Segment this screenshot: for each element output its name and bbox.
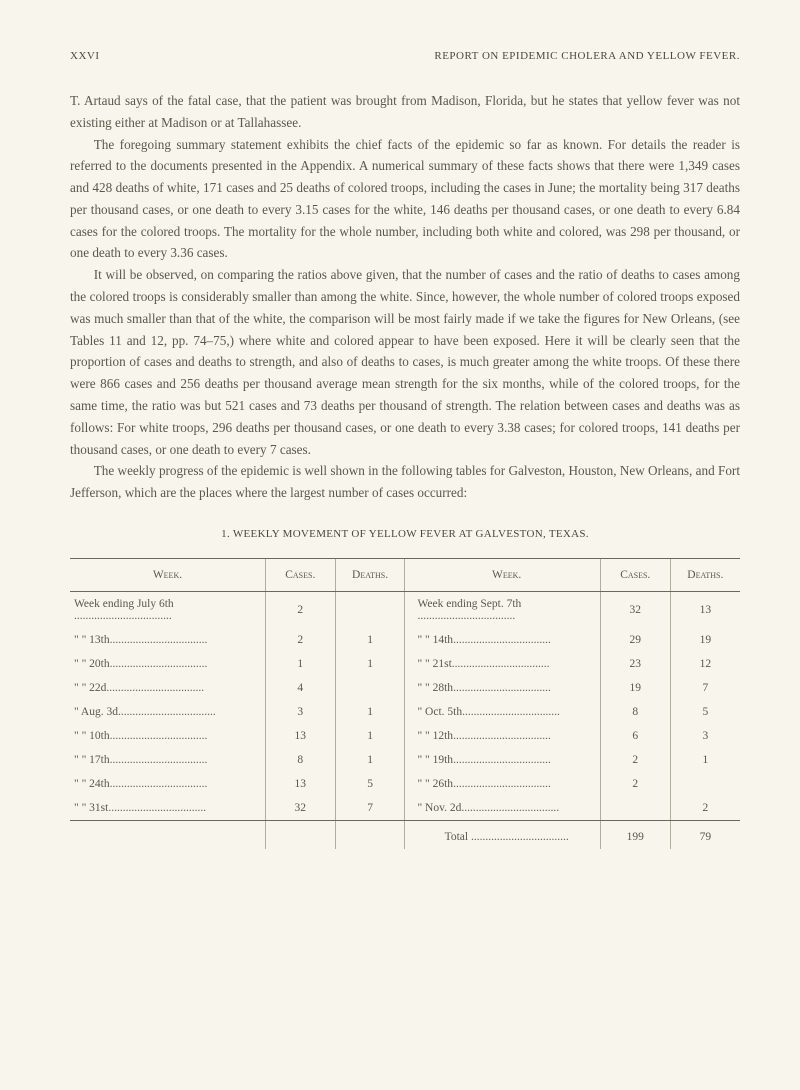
cell-week: " " 31st................................… xyxy=(70,796,265,821)
table-row: " " 13th................................… xyxy=(70,628,740,652)
cell-cases: 32 xyxy=(265,796,335,821)
col-header-cases-left: Cases. xyxy=(265,558,335,591)
cell-cases: 4 xyxy=(265,676,335,700)
cell-week: " " 24th................................… xyxy=(70,772,265,796)
cell-week: " " 13th................................… xyxy=(70,628,265,652)
cell-deaths: 12 xyxy=(670,652,740,676)
weekly-movement-table: Week. Cases. Deaths. Week. Cases. Deaths… xyxy=(70,558,740,849)
paragraph-2: The foregoing summary statement exhibits… xyxy=(70,134,740,265)
cell-deaths: 7 xyxy=(335,796,405,821)
cell-cases: 3 xyxy=(265,700,335,724)
cell-week: " Nov. 2d...............................… xyxy=(405,796,600,821)
cell-total-cases: 199 xyxy=(600,820,670,849)
cell-deaths xyxy=(670,772,740,796)
cell-week: Week ending Sept. 7th...................… xyxy=(405,591,600,628)
cell-deaths xyxy=(335,591,405,628)
header-title: REPORT ON EPIDEMIC CHOLERA AND YELLOW FE… xyxy=(434,50,740,62)
page-header: XXVI REPORT ON EPIDEMIC CHOLERA AND YELL… xyxy=(70,50,740,62)
cell-deaths: 1 xyxy=(335,652,405,676)
cell-cases: 2 xyxy=(265,591,335,628)
cell-week: " " 28th................................… xyxy=(405,676,600,700)
cell-week: " Aug. 3d...............................… xyxy=(70,700,265,724)
paragraph-4: The weekly progress of the epidemic is w… xyxy=(70,460,740,504)
cell-deaths: 2 xyxy=(670,796,740,821)
col-header-deaths-right: Deaths. xyxy=(670,558,740,591)
table-row: " " 24th................................… xyxy=(70,772,740,796)
cell-deaths xyxy=(335,676,405,700)
cell-week: " " 20th................................… xyxy=(70,652,265,676)
table-row: " " 17th................................… xyxy=(70,748,740,772)
cell-week: " Oct. 5th..............................… xyxy=(405,700,600,724)
cell-cases: 13 xyxy=(265,772,335,796)
cell-deaths: 1 xyxy=(335,724,405,748)
table-row: " " 20th................................… xyxy=(70,652,740,676)
table-total-row: Total ..................................… xyxy=(70,820,740,849)
cell-cases: 2 xyxy=(600,748,670,772)
cell-cases: 2 xyxy=(600,772,670,796)
col-header-week-left: Week. xyxy=(70,558,265,591)
page-number: XXVI xyxy=(70,50,100,62)
cell-total-label: Total .................................. xyxy=(405,820,600,849)
cell-cases xyxy=(600,796,670,821)
cell-cases: 8 xyxy=(265,748,335,772)
cell-cases: 1 xyxy=(265,652,335,676)
cell-deaths: 1 xyxy=(335,748,405,772)
table-row: " " 22d.................................… xyxy=(70,676,740,700)
cell-deaths: 5 xyxy=(335,772,405,796)
cell-cases: 8 xyxy=(600,700,670,724)
cell-deaths: 1 xyxy=(335,628,405,652)
cell-cases: 29 xyxy=(600,628,670,652)
cell-total-deaths: 79 xyxy=(670,820,740,849)
cell-deaths: 13 xyxy=(670,591,740,628)
cell-week: " " 19th................................… xyxy=(405,748,600,772)
col-header-deaths-left: Deaths. xyxy=(335,558,405,591)
cell-week: " " 12th................................… xyxy=(405,724,600,748)
cell-week: " " 10th................................… xyxy=(70,724,265,748)
cell-week: " " 14th................................… xyxy=(405,628,600,652)
col-header-cases-right: Cases. xyxy=(600,558,670,591)
cell-cases: 32 xyxy=(600,591,670,628)
cell-deaths: 19 xyxy=(670,628,740,652)
cell-week: " " 21st................................… xyxy=(405,652,600,676)
table-title: 1. WEEKLY MOVEMENT OF YELLOW FEVER AT GA… xyxy=(70,528,740,540)
cell-deaths: 5 xyxy=(670,700,740,724)
cell-cases: 6 xyxy=(600,724,670,748)
cell-cases: 19 xyxy=(600,676,670,700)
table-row: " Aug. 3d...............................… xyxy=(70,700,740,724)
cell-deaths: 7 xyxy=(670,676,740,700)
cell-cases: 23 xyxy=(600,652,670,676)
cell-week: " " 26th................................… xyxy=(405,772,600,796)
table-row: " " 31st................................… xyxy=(70,796,740,821)
cell-week: " " 17th................................… xyxy=(70,748,265,772)
table-row: " " 10th................................… xyxy=(70,724,740,748)
cell-deaths: 1 xyxy=(670,748,740,772)
col-header-week-right: Week. xyxy=(405,558,600,591)
cell-cases: 13 xyxy=(265,724,335,748)
cell-week: Week ending July 6th....................… xyxy=(70,591,265,628)
table-row: Week ending July 6th....................… xyxy=(70,591,740,628)
cell-deaths: 1 xyxy=(335,700,405,724)
body-text: T. Artaud says of the fatal case, that t… xyxy=(70,90,740,504)
paragraph-3: It will be observed, on comparing the ra… xyxy=(70,264,740,460)
cell-week: " " 22d.................................… xyxy=(70,676,265,700)
cell-cases: 2 xyxy=(265,628,335,652)
table-header-row: Week. Cases. Deaths. Week. Cases. Deaths… xyxy=(70,558,740,591)
paragraph-1: T. Artaud says of the fatal case, that t… xyxy=(70,90,740,134)
cell-deaths: 3 xyxy=(670,724,740,748)
